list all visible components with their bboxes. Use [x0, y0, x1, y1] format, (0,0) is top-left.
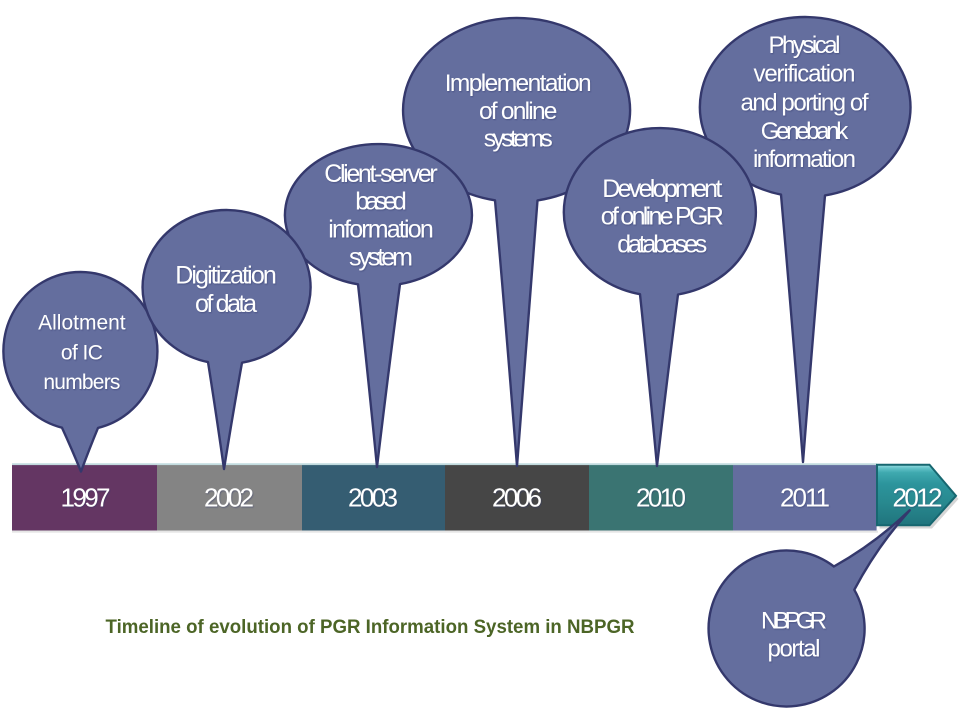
svg-text:databases: databases [617, 230, 707, 258]
svg-text:system: system [349, 243, 413, 271]
svg-text:and porting of: and porting of [741, 90, 869, 117]
svg-text:2002: 2002 [204, 483, 254, 513]
svg-text:NBPGR: NBPGR [761, 608, 827, 635]
svg-text:information: information [328, 216, 434, 244]
svg-text:of IC: of IC [61, 341, 103, 364]
svg-text:of online: of online [479, 98, 558, 125]
svg-text:of online PGR: of online PGR [601, 203, 724, 231]
svg-text:based: based [355, 188, 407, 216]
svg-text:of data: of data [195, 290, 257, 318]
svg-text:numbers: numbers [43, 371, 120, 394]
svg-text:information: information [753, 146, 856, 173]
svg-text:Genebank: Genebank [761, 118, 850, 145]
svg-text:Client-server: Client-server [324, 160, 438, 188]
svg-text:verification: verification [754, 61, 856, 88]
svg-text:Timeline of evolution of PGR I: Timeline of evolution of PGR Information… [106, 617, 635, 638]
svg-text:systems: systems [484, 126, 553, 153]
svg-text:1997: 1997 [61, 483, 111, 513]
svg-text:2010: 2010 [636, 483, 686, 513]
svg-text:2003: 2003 [348, 483, 398, 513]
svg-text:Development: Development [602, 175, 722, 203]
svg-text:Digitization: Digitization [175, 261, 277, 289]
svg-text:Physical: Physical [769, 32, 841, 59]
svg-text:portal: portal [768, 635, 821, 662]
svg-text:Implementation: Implementation [445, 70, 592, 97]
svg-text:2012: 2012 [893, 483, 943, 513]
svg-text:2011: 2011 [780, 483, 830, 513]
svg-text:Allotment: Allotment [38, 312, 126, 335]
svg-text:2006: 2006 [492, 483, 542, 513]
